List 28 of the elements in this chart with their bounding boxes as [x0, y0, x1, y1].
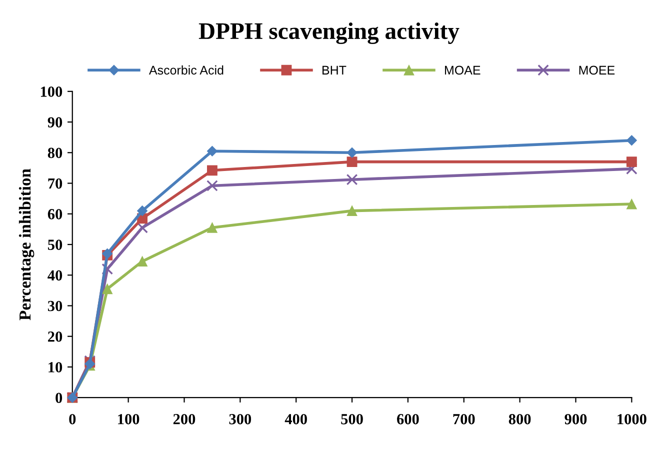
y-tick-label: 20 [48, 331, 62, 342]
y-tick-label: 60 [48, 209, 62, 220]
legend-label: Ascorbic Acid [148, 65, 224, 75]
x-tick-label: 300 [229, 414, 252, 424]
y-tick-label: 30 [48, 300, 62, 312]
y-tick-label: 80 [48, 148, 62, 158]
x-tick-label: 100 [118, 414, 140, 424]
x-tick-label: 800 [508, 414, 531, 424]
x-tick-label: 200 [173, 414, 196, 424]
y-tick-label: 0 [56, 392, 62, 404]
x-tick-label: 0 [69, 414, 76, 424]
y-tick-label: 70 [48, 178, 62, 189]
legend-label: BHT [322, 66, 346, 74]
y-axis-title: Percentage inhibition [18, 168, 34, 320]
y-tick-label: 40 [48, 270, 62, 281]
x-tick-label: 500 [341, 414, 363, 424]
chart-title: DPPH scavenging activity [198, 22, 460, 44]
legend-label: MOAE [445, 66, 480, 75]
y-tick-label: 100 [40, 86, 62, 97]
x-tick-label: 1000 [618, 414, 646, 424]
legend-label: MOEE [579, 66, 615, 75]
x-tick-label: 400 [284, 414, 307, 424]
x-tick-label: 600 [397, 414, 419, 424]
y-tick-label: 10 [48, 362, 62, 372]
y-tick-label: 90 [48, 117, 62, 128]
y-tick-label: 50 [48, 240, 62, 250]
x-tick-label: 900 [564, 414, 587, 424]
x-tick-label: 700 [453, 414, 475, 424]
